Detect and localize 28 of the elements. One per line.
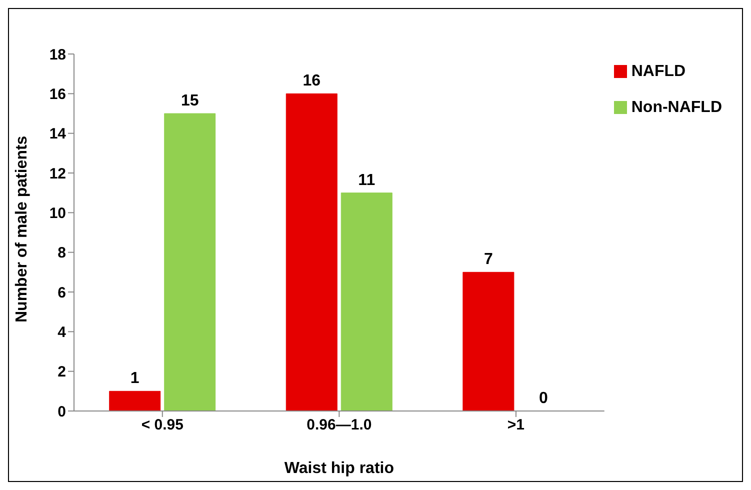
x-tick-label: 0.96—1.0	[306, 416, 372, 434]
data-label: 0	[538, 390, 548, 407]
y-tick-label: 0	[58, 403, 66, 420]
y-tick-label: 12	[49, 165, 66, 182]
data-label: 11	[358, 172, 376, 189]
y-tick-label: 6	[58, 284, 66, 302]
bar	[109, 390, 161, 411]
bar	[286, 93, 338, 411]
x-tick-label: >1	[507, 416, 525, 434]
data-label: 15	[180, 92, 199, 110]
bar	[164, 113, 216, 411]
x-axis-title: Waist hip ratio	[284, 460, 394, 477]
y-tick-label: 16	[49, 86, 66, 103]
bar	[340, 192, 392, 411]
y-tick-label: 14	[49, 126, 67, 143]
y-tick-label: 18	[49, 46, 66, 64]
y-axis-title: Number of male patients	[14, 136, 31, 322]
y-tick-label: 8	[58, 244, 66, 262]
y-tick-label: 4	[58, 324, 67, 341]
data-label: 7	[484, 251, 493, 268]
y-tick-label: 10	[49, 204, 66, 222]
legend-label: Non-NAFLD	[631, 99, 722, 116]
data-label: 16	[302, 72, 321, 90]
y-tick-label: 2	[58, 364, 66, 381]
data-label: 1	[130, 370, 140, 388]
x-tick-label: < 0.95	[141, 416, 184, 434]
bar	[462, 272, 514, 411]
legend-label: NAFLD	[631, 63, 686, 80]
